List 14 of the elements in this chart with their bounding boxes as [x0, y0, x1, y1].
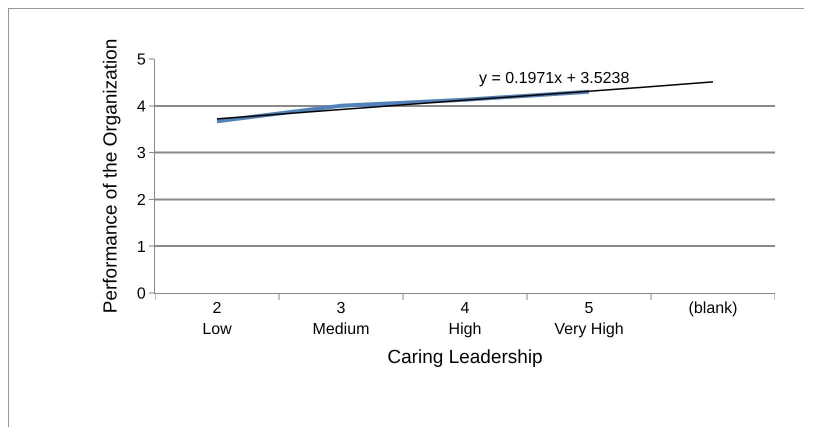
- x-tick-label: 3 Medium: [312, 300, 370, 338]
- y-tick-label: 0: [136, 286, 146, 303]
- y-tick-label: 5: [136, 52, 146, 69]
- x-tick-label: 5 Very High: [554, 300, 624, 338]
- x-tick-label: 4 High: [448, 300, 482, 338]
- annotation: y = 0.1971x + 3.5238: [479, 70, 630, 87]
- y-axis-title: Performance of the Organization: [100, 38, 122, 314]
- x-tick-label: (blank): [688, 300, 738, 318]
- y-tick-label: 3: [136, 145, 146, 162]
- y-tick-label: 1: [136, 238, 146, 256]
- x-tick-label: 2 Low: [202, 300, 232, 338]
- y-tick-label: 4: [136, 98, 146, 116]
- y-tick-label: 2: [136, 192, 146, 209]
- x-axis-title: Caring Leadership: [387, 346, 543, 368]
